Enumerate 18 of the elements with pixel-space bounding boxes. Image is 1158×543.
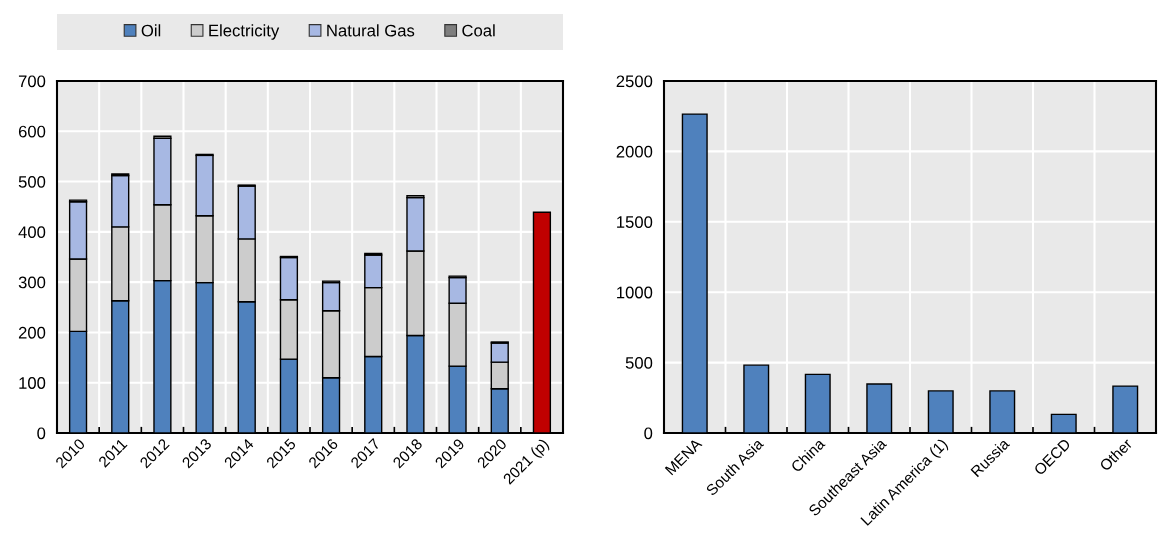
y-tick-label: 1000 xyxy=(617,286,653,299)
y-tick-label: 600 xyxy=(18,125,46,138)
legend-label: Coal xyxy=(462,24,495,37)
legend-label: Oil xyxy=(141,24,161,37)
legend-label: Electricity xyxy=(209,24,280,40)
y-tick-label: 500 xyxy=(18,175,46,188)
y-tick-label: 300 xyxy=(18,276,46,289)
legend-label: Natural Gas xyxy=(327,24,415,37)
y-tick-label: 100 xyxy=(19,377,46,389)
y-tick-label: 1500 xyxy=(617,216,653,228)
y-tick-label: 2500 xyxy=(616,75,653,88)
y-tick-label: 400 xyxy=(18,226,46,239)
y-tick-label: 700 xyxy=(18,75,46,88)
y-tick-label: 0 xyxy=(644,427,653,440)
y-tick-label: 0 xyxy=(37,427,46,440)
y-tick-label: 200 xyxy=(18,326,46,339)
y-tick-label: 2000 xyxy=(616,145,653,158)
y-tick-label: 500 xyxy=(625,357,653,369)
